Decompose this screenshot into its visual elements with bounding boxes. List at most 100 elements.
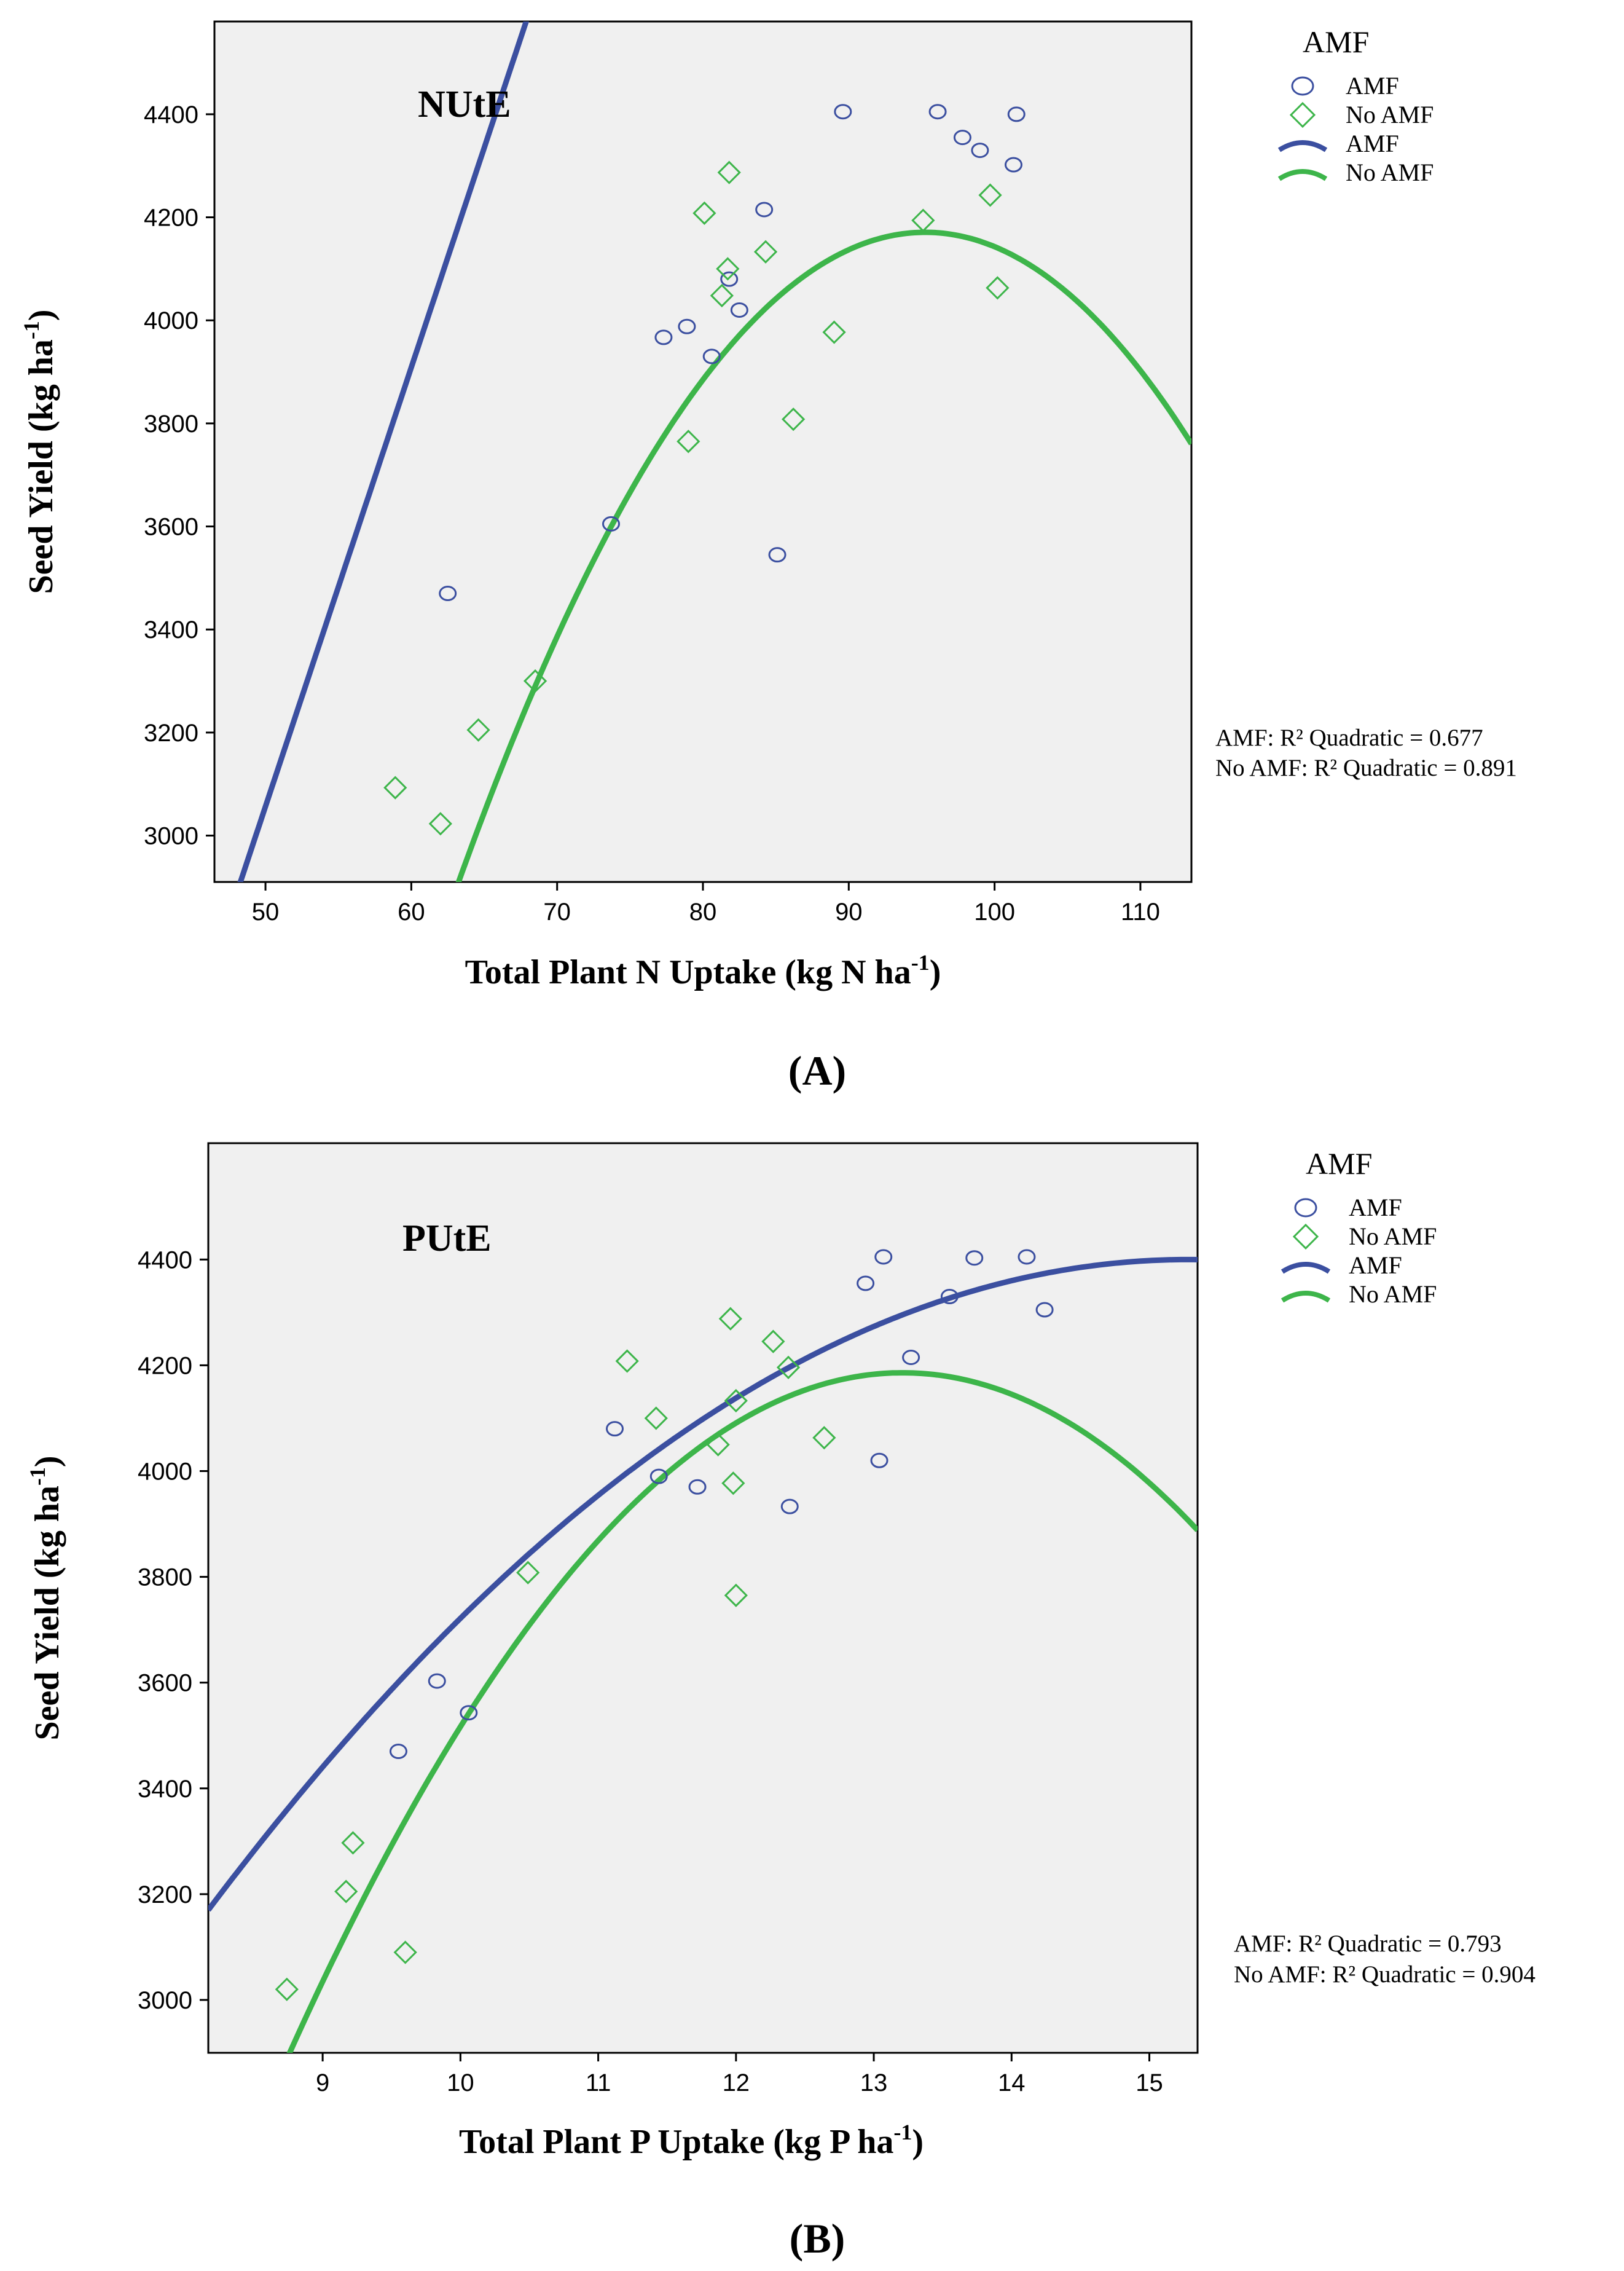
y-tick-label: 4000: [144, 307, 198, 334]
amf-data-point: [768, 547, 787, 563]
no-amf-data-point: [986, 276, 1010, 300]
data-points-b: [275, 1249, 1054, 2001]
x-tick-label: 70: [543, 899, 571, 926]
y-tick-label: 3800: [144, 411, 198, 438]
amf-data-point: [439, 586, 457, 602]
panel-b: 9 10 11 12 13 14 15 3000 3200 3400 3600 3800 4000 420…: [25, 1142, 1536, 2262]
legend-amf-line-icon: [1277, 140, 1328, 152]
amf-data-point: [834, 104, 852, 120]
amf-data-point: [971, 143, 989, 159]
no-amf-data-point: [341, 1831, 365, 1855]
no-amf-data-point: [710, 283, 734, 308]
x-tick-label: 60: [398, 899, 425, 926]
no-amf-data-point: [717, 160, 741, 184]
no-amf-data-point: [466, 718, 490, 742]
amf-data-point: [1004, 157, 1022, 173]
y-tick-label: 3600: [144, 514, 198, 541]
amf-data-point: [602, 516, 620, 532]
amf-data-point: [1035, 1302, 1054, 1318]
amf-fit-line: [237, 22, 530, 882]
x-tick-label: 10: [447, 2069, 474, 2096]
no-amf-data-point: [523, 669, 547, 693]
data-points-a: [383, 104, 1026, 836]
amf-data-point: [902, 1349, 920, 1365]
legend-label: AMF: [1346, 130, 1399, 157]
legend-label: AMF: [1346, 72, 1399, 100]
x-tick-label: 50: [252, 899, 280, 926]
amf-data-point: [755, 202, 774, 218]
legend-title: AMF: [1303, 25, 1369, 59]
no-amf-data-point: [724, 1583, 748, 1607]
fit-curves-a: [237, 22, 1191, 882]
legend-label: No AMF: [1349, 1222, 1437, 1250]
x-tick-label: 11: [586, 2069, 611, 2096]
legend-amf-marker-icon: [1291, 76, 1314, 96]
no-amf-data-point: [721, 1471, 745, 1495]
no-amf-data-point: [822, 320, 846, 344]
y-tick-label: 4400: [144, 101, 198, 128]
amf-data-point: [1007, 106, 1026, 122]
amf-fit-line: [208, 1256, 1198, 1912]
no-amf-data-point: [812, 1426, 836, 1450]
no-amf-data-point: [782, 407, 806, 431]
no-amf-data-point: [615, 1349, 639, 1373]
amf-data-point: [965, 1250, 984, 1266]
r2-no-amf-b: No AMF: R² Quadratic = 0.904: [1234, 1961, 1536, 1988]
legend-no-amf-marker-icon: [1292, 1223, 1319, 1250]
axes-b: 9 10 11 12 13 14 15 3000 3200 3400 3600 3800 4000 420…: [138, 1246, 1163, 2096]
y-tick-label: 4200: [138, 1352, 192, 1379]
r2-no-amf-a: No AMF: R² Quadratic = 0.891: [1215, 755, 1517, 781]
amf-data-point: [428, 1673, 446, 1689]
y-axis-label-b: Seed Yield (kg ha-1): [25, 1456, 66, 1741]
no-amf-data-point: [753, 240, 778, 264]
amf-data-point: [928, 104, 947, 120]
x-tick-label: 15: [1136, 2069, 1163, 2096]
no-amf-fit-line: [455, 229, 1191, 882]
no-amf-data-point: [776, 1355, 801, 1379]
amf-data-point: [460, 1705, 478, 1721]
x-axis-label-b: Total Plant P Uptake (kg P ha-1): [459, 2120, 924, 2161]
amf-data-point: [1018, 1249, 1036, 1265]
legend-label: No AMF: [1349, 1280, 1437, 1308]
y-axis-label-a: Seed Yield (kg ha-1): [19, 310, 60, 594]
y-tick-label: 3600: [138, 1670, 192, 1697]
panel-a: 50 60 70 80 90 100 110 3000 3200 3400 3600 3800 4000…: [19, 20, 1517, 1094]
y-tick-label: 3800: [138, 1564, 192, 1591]
amf-data-point: [678, 318, 696, 334]
y-tick-label: 3200: [138, 1881, 192, 1908]
x-tick-label: 12: [723, 2069, 750, 2096]
plot-area-a: [213, 20, 1193, 883]
no-amf-data-point: [644, 1406, 668, 1430]
amf-data-point: [702, 348, 721, 364]
no-amf-data-point: [393, 1940, 417, 1964]
legend-no-amf-marker-icon: [1289, 101, 1316, 128]
fit-curves-b: [208, 1256, 1198, 2053]
no-amf-data-point: [692, 201, 716, 225]
no-amf-data-point: [516, 1561, 540, 1584]
legend-label: AMF: [1349, 1251, 1402, 1279]
y-tick-label: 3000: [144, 823, 198, 850]
amf-data-point: [874, 1249, 893, 1265]
amf-data-point: [857, 1275, 875, 1291]
y-tick-label: 4200: [144, 205, 198, 232]
no-amf-data-point: [978, 183, 1002, 207]
legend-label: No AMF: [1346, 101, 1434, 128]
x-tick-label: 90: [835, 899, 863, 926]
plot-area-b: [207, 1142, 1199, 2054]
no-amf-data-point: [706, 1433, 730, 1457]
no-amf-data-point: [716, 257, 740, 281]
x-tick-label: 14: [998, 2069, 1026, 2096]
no-amf-data-point: [428, 812, 452, 836]
legend-no-amf-line-icon: [1277, 169, 1328, 181]
amf-data-point: [688, 1479, 707, 1495]
no-amf-data-point: [334, 1879, 358, 1903]
legend-label: AMF: [1349, 1194, 1402, 1221]
no-amf-data-point: [911, 208, 935, 232]
amf-data-point: [649, 1468, 668, 1484]
x-tick-label: 80: [689, 899, 717, 926]
legend-no-amf-line-icon: [1281, 1291, 1331, 1303]
x-tick-label: 100: [974, 899, 1015, 926]
legend-amf-marker-icon: [1294, 1198, 1317, 1218]
amf-data-point: [730, 302, 748, 318]
